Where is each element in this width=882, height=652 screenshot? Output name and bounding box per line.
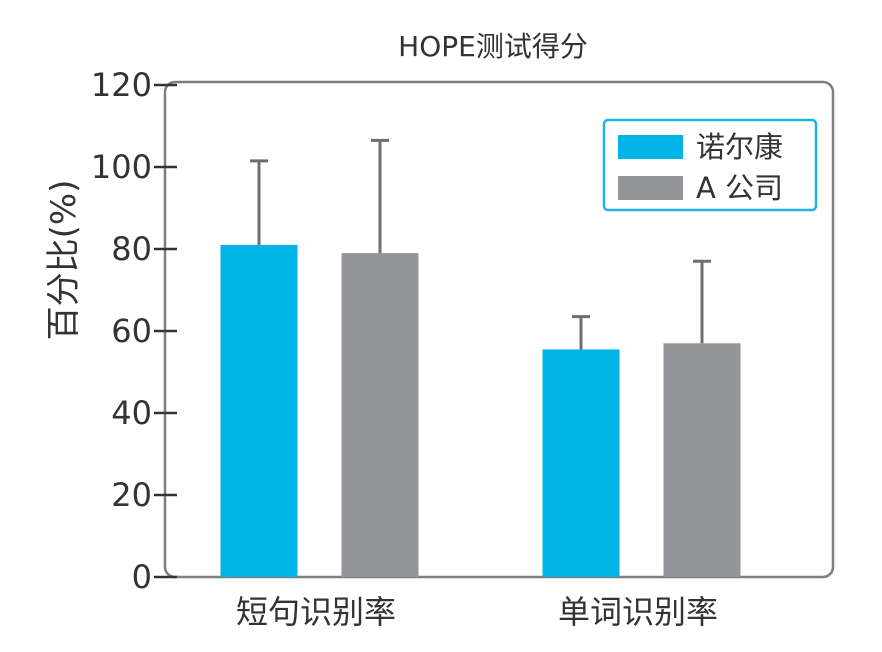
legend-label: A 公司 [696, 171, 783, 205]
plot-frame [163, 80, 835, 579]
legend: 诺尔康 A 公司 [602, 118, 818, 212]
x-category-label: 单词识别率 [558, 593, 718, 631]
bar [341, 253, 419, 577]
chart-title: HOPE测试得分 [398, 30, 588, 63]
bar-group [220, 138, 741, 577]
bar [542, 349, 620, 577]
bar [663, 343, 741, 577]
legend-swatch [618, 135, 683, 159]
x-axis: 短句识别率 单词识别率 [236, 593, 718, 631]
y-tick-label: 20 [111, 476, 152, 514]
bar [220, 244, 298, 577]
y-tick-label: 0 [132, 558, 152, 596]
x-category-label: 短句识别率 [236, 593, 396, 631]
y-axis: 0 20 40 60 80 100 120 [91, 66, 177, 596]
y-axis-label: 百分比(%) [44, 180, 84, 341]
y-tick-label: 80 [111, 230, 152, 268]
y-tick-label: 40 [111, 394, 152, 432]
y-tick-label: 100 [91, 148, 152, 186]
legend-label: 诺尔康 [696, 130, 783, 164]
y-tick-label: 120 [91, 66, 152, 104]
legend-swatch [618, 176, 683, 200]
y-tick-label: 60 [111, 312, 152, 350]
